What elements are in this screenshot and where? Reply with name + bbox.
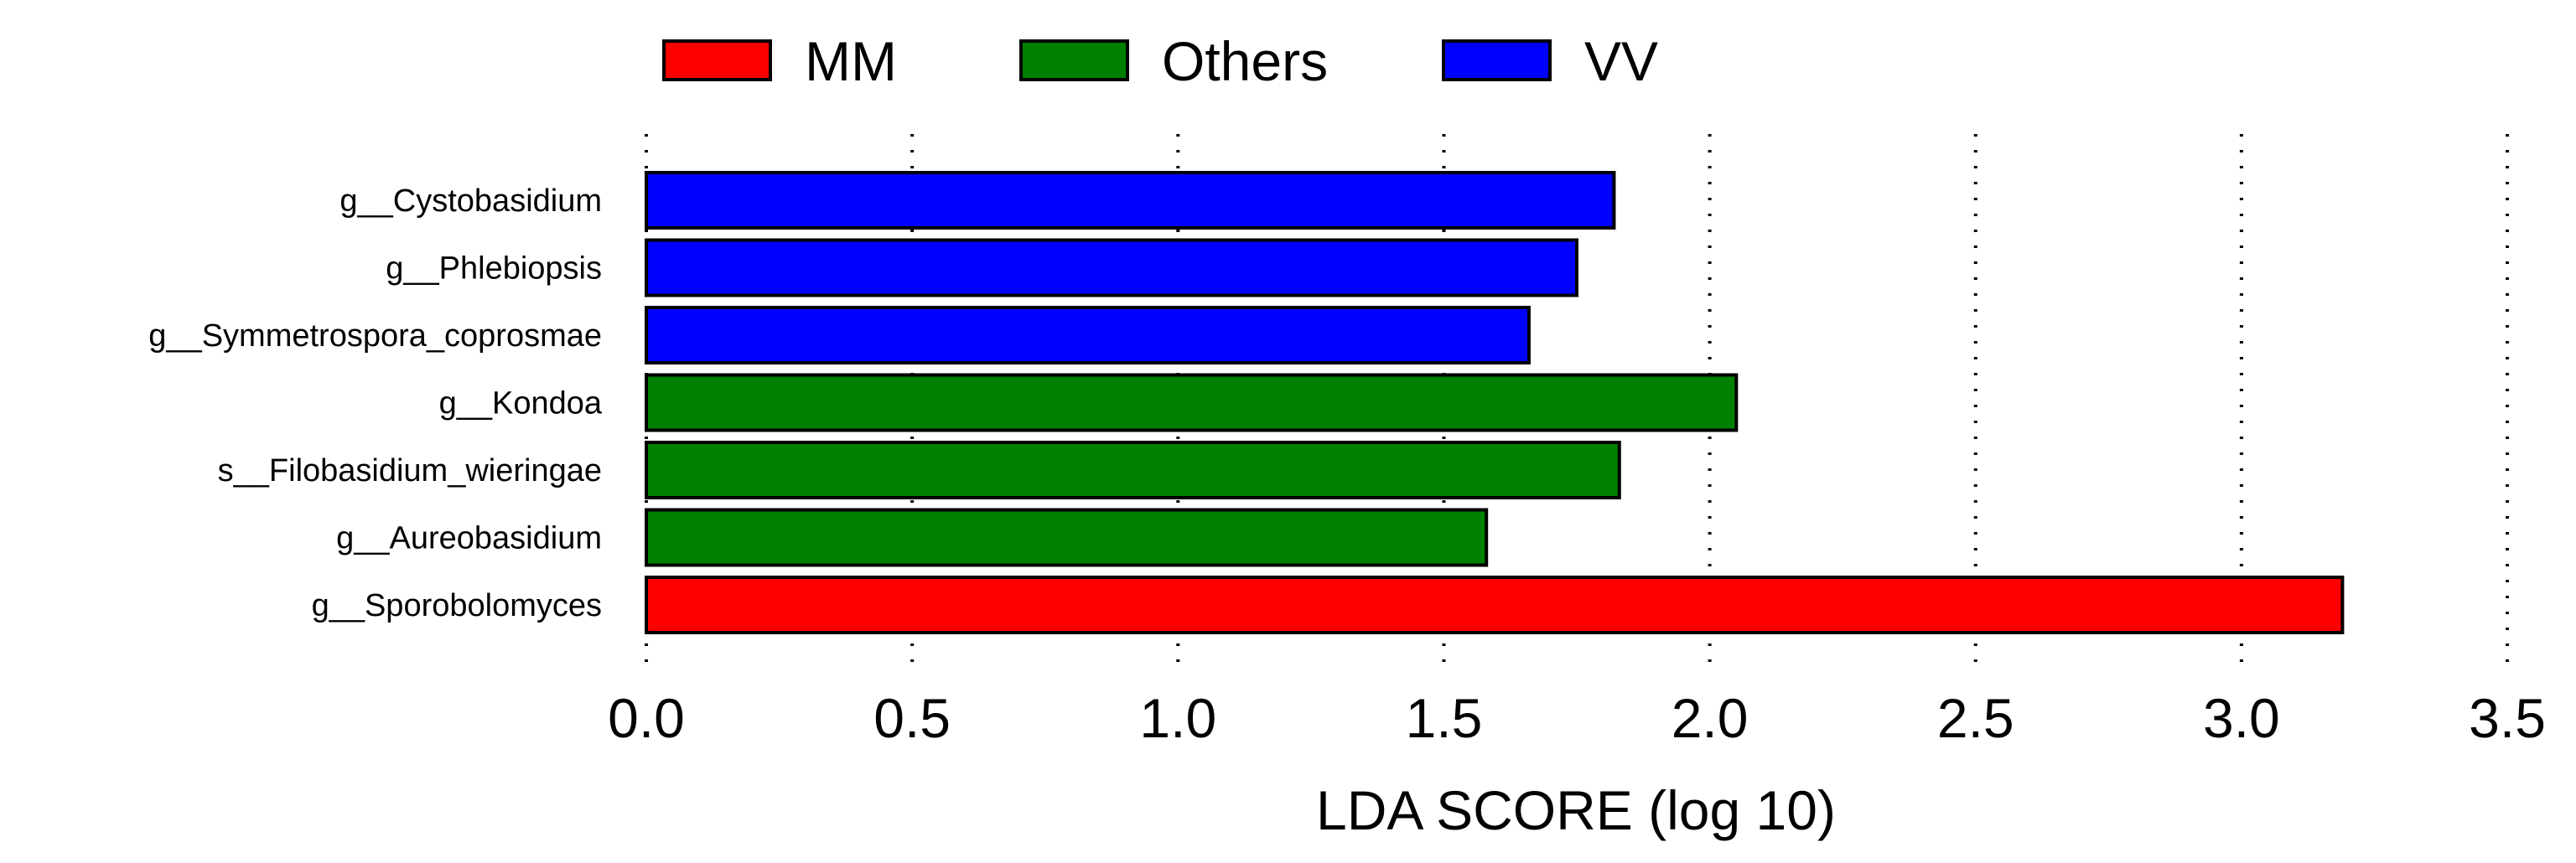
category-label: g__Sporobolomyces (312, 588, 602, 623)
category-label: g__Aureobasidium (336, 521, 602, 556)
legend-label-mm: MM (805, 30, 897, 92)
bar (645, 171, 1616, 230)
bar (645, 508, 1489, 567)
category-label: s__Filobasidium_wieringae (218, 453, 602, 488)
category-labels: g__Cystobasidium g__Phlebiopsis g__Symmetr… (148, 183, 603, 623)
category-label: g__Kondoa (439, 386, 603, 421)
category-label: g__Phlebiopsis (386, 251, 602, 287)
x-tick-label: 2.5 (1937, 687, 2014, 749)
category-label: g__Cystobasidium (339, 183, 602, 219)
x-tick-label: 2.0 (1672, 687, 1749, 749)
category-label: g__Symmetrospora_coprosmae (148, 318, 602, 354)
legend-label-others: Others (1162, 30, 1328, 92)
x-tick-label: 1.5 (1406, 687, 1483, 749)
x-tick-label: 1.0 (1139, 687, 1216, 749)
bar (645, 441, 1621, 499)
bars (645, 171, 2345, 634)
legend: MM Others VV (662, 30, 1658, 92)
bar (645, 373, 1739, 432)
legend-swatch-mm (662, 39, 772, 81)
bar (645, 306, 1531, 364)
x-tick-label: 3.0 (2203, 687, 2280, 749)
x-tick-label: 0.0 (608, 687, 685, 749)
legend-swatch-others (1019, 39, 1129, 81)
legend-label-vv: VV (1584, 30, 1658, 92)
legend-swatch-vv (1442, 39, 1552, 81)
x-tick-label: 0.5 (873, 687, 951, 749)
bar (645, 238, 1579, 297)
x-tick-labels: 0.0 0.5 1.0 1.5 2.0 2.5 3.0 3.5 (608, 687, 2546, 749)
x-tick-label: 3.5 (2469, 687, 2546, 749)
x-axis-title: LDA SCORE (log 10) (1316, 779, 1836, 841)
bar (645, 576, 2345, 634)
